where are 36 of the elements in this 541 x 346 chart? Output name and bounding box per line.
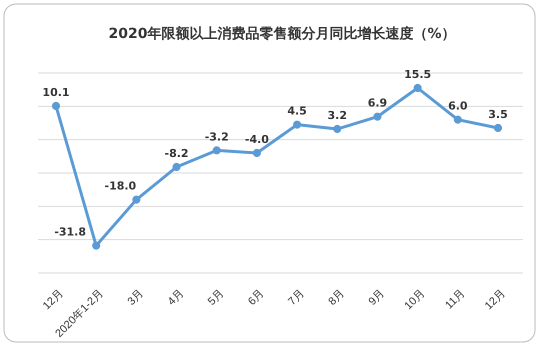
point bbox=[172, 162, 181, 172]
point bbox=[414, 84, 422, 92]
point bbox=[92, 242, 100, 250]
x-tick-label: 12月 bbox=[40, 287, 66, 312]
x-tick-label: 6月 bbox=[246, 287, 267, 308]
data-label: 6.0 bbox=[448, 100, 468, 113]
x-tick-label: 10月 bbox=[402, 287, 428, 312]
point bbox=[52, 102, 60, 110]
point bbox=[333, 124, 342, 134]
point bbox=[212, 146, 221, 154]
data-label: -31.8 bbox=[54, 226, 86, 239]
data-label: -4.0 bbox=[244, 133, 270, 146]
x-tick-label: 4月 bbox=[166, 287, 186, 308]
x-tick-label: 9月 bbox=[366, 287, 388, 308]
data-label: 3.5 bbox=[488, 108, 508, 121]
data-label: -3.2 bbox=[204, 130, 229, 144]
x-tick-label: 5月 bbox=[206, 287, 226, 308]
x-tick-label: 3月 bbox=[125, 287, 146, 308]
x-tick-label: 12月 bbox=[482, 287, 508, 312]
chart-title: 2020年限额以上消费品零售额分月同比增长速度（%） bbox=[108, 25, 456, 42]
x-tick-label: 8月 bbox=[326, 287, 347, 308]
point bbox=[454, 116, 462, 124]
data-label: 15.5 bbox=[404, 68, 432, 81]
x-tick-label: 11月 bbox=[443, 287, 468, 312]
point bbox=[132, 196, 140, 204]
point bbox=[373, 112, 382, 121]
data-label: -8.2 bbox=[164, 147, 189, 160]
point bbox=[252, 148, 261, 158]
data-label: 6.9 bbox=[368, 96, 388, 110]
data-label: 10.1 bbox=[42, 86, 70, 99]
point bbox=[293, 120, 302, 129]
x-tick-label: 7月 bbox=[286, 287, 307, 308]
data-label: 3.2 bbox=[328, 109, 348, 122]
point bbox=[494, 124, 502, 132]
data-label: 4.5 bbox=[287, 104, 307, 118]
data-label: -18.0 bbox=[104, 180, 137, 193]
